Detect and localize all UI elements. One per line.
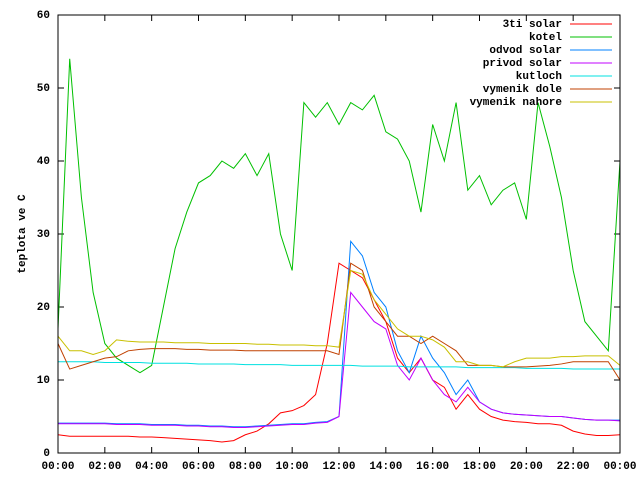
x-tick-label: 00:00 <box>41 461 74 473</box>
x-tick-label: 10:00 <box>276 461 309 473</box>
y-tick-label: 20 <box>37 302 50 314</box>
series-line <box>58 361 620 370</box>
y-tick-label: 40 <box>37 156 50 168</box>
x-tick-label: 18:00 <box>463 461 496 473</box>
legend-label: 3ti solar <box>503 19 562 31</box>
x-tick-label: 04:00 <box>135 461 168 473</box>
legend-label: vymenik dole <box>483 84 563 96</box>
y-tick-label: 60 <box>37 10 50 22</box>
series-line <box>57 269 621 368</box>
x-tick-label: 02:00 <box>88 461 121 473</box>
x-tick-label: 20:00 <box>510 461 543 473</box>
y-tick-label: 30 <box>37 229 50 241</box>
legend-label: vymenik nahore <box>470 97 563 109</box>
x-tick-label: 12:00 <box>322 461 355 473</box>
x-tick-label: 08:00 <box>229 461 262 473</box>
plot-border <box>57 14 621 454</box>
legend-label: kotel <box>529 32 562 44</box>
series-line <box>58 291 621 428</box>
x-tick-label: 22:00 <box>557 461 590 473</box>
series-line <box>57 58 621 374</box>
y-tick-label: 50 <box>37 83 50 95</box>
series-line <box>57 262 621 443</box>
x-tick-label: 06:00 <box>182 461 215 473</box>
y-axis-label: teplota ve C <box>17 194 29 274</box>
legend-label: odvod solar <box>489 45 562 57</box>
series-line <box>57 262 621 381</box>
x-tick-label: 16:00 <box>416 461 449 473</box>
y-tick-label: 0 <box>43 448 50 460</box>
x-tick-label: 00:00 <box>603 461 636 473</box>
x-tick-label: 14:00 <box>369 461 402 473</box>
legend-label: kutloch <box>516 71 562 83</box>
series-line <box>58 239 620 428</box>
legend-label: privod solar <box>483 58 562 70</box>
y-tick-label: 10 <box>37 375 50 387</box>
